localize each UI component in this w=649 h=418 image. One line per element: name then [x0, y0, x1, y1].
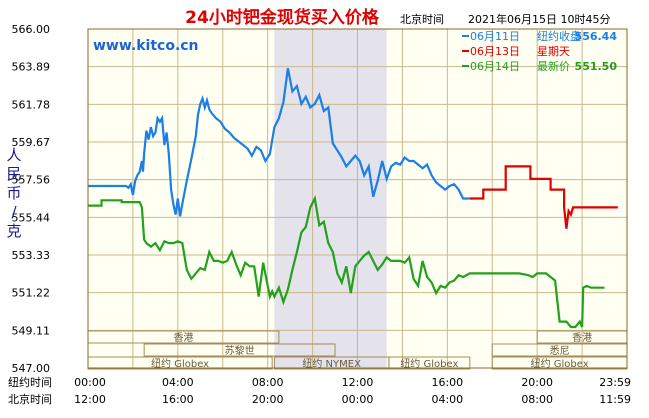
session-label: 纽约 Globex [151, 357, 209, 370]
timestamp-label: 北京时间 [400, 12, 444, 26]
y-tick-label: 553.33 [12, 249, 51, 262]
session-label: 纽约 NYMEX [302, 357, 361, 370]
plot-frame [87, 28, 628, 369]
x-tick-label: 23:59 [599, 376, 631, 389]
y-tick-label: 557.56 [12, 174, 51, 187]
shaded-band-rect [274, 29, 387, 368]
series-line [88, 195, 605, 329]
legend-name: 06月14日 [470, 60, 520, 73]
y-axis-label-char: 克 [6, 222, 21, 240]
session-label: 纽约 Globex [531, 357, 589, 370]
session-label: 纽约 Globex [400, 357, 458, 370]
x-tick-label: 20:00 [521, 376, 553, 389]
x-tick-label: 12:00 [74, 393, 106, 406]
session-label: 苏黎世 [225, 344, 255, 357]
series-lines [88, 68, 618, 329]
y-axis-ticks: 566.00 563.89 561.78 559.67 557.56 555.44 553.… [12, 23, 51, 375]
x-tick-label: 08:00 [252, 376, 284, 389]
nymex-shaded-band [274, 29, 387, 368]
x-tick-label: 00:00 [342, 393, 374, 406]
legend-name: 06月11日 [470, 30, 520, 43]
session-label: 香港 [572, 332, 592, 344]
legend-caption: 最新价 [537, 59, 570, 73]
x-axis: 纽约时间 00:00 04:00 08:00 12:00 16:00 20:00 23:59 北… [8, 375, 631, 406]
y-axis-label-char: / [11, 203, 17, 221]
x-tick-label: 20:00 [252, 393, 284, 406]
y-tick-label: 561.78 [12, 98, 51, 111]
y-tick-label: 555.44 [12, 211, 51, 224]
timestamp-value: 2021年06月15日 10时45分 [468, 12, 610, 26]
grid [88, 29, 627, 368]
x-row-label: 北京时间 [8, 392, 52, 406]
x-tick-label: 16:00 [431, 376, 463, 389]
y-tick-label: 559.67 [12, 136, 51, 149]
y-axis-label-char: 币 [6, 184, 21, 202]
y-tick-label: 563.89 [12, 61, 51, 74]
y-tick-label: 566.00 [12, 23, 51, 36]
y-tick-label: 551.22 [12, 287, 51, 300]
x-tick-label: 12:00 [342, 376, 374, 389]
session-bar [143, 343, 336, 357]
legend-value: 551.50 [575, 60, 618, 73]
legend-name: 06月13日 [470, 45, 520, 58]
chart-title: 24小时钯金现货买入价格 [185, 7, 380, 28]
session-label: 悉尼 [550, 345, 570, 357]
x-tick-label: 16:00 [162, 393, 194, 406]
legend-caption: 星期天 [537, 45, 570, 58]
y-axis-label: 人民币/克 [6, 146, 21, 240]
series-line [88, 68, 470, 217]
x-tick-label: 00:00 [74, 376, 106, 389]
y-axis-label-char: 民 [6, 165, 21, 183]
legend-caption: 纽约收盘 [537, 29, 581, 43]
series-line [469, 165, 618, 229]
session-label: 香港 [173, 332, 193, 344]
session-bar [388, 356, 471, 370]
y-axis-label-char: 人 [6, 146, 21, 164]
x-tick-label: 04:00 [431, 393, 463, 406]
x-tick-label: 04:00 [162, 376, 194, 389]
y-tick-label: 549.11 [12, 324, 51, 337]
x-tick-label: 08:00 [521, 393, 553, 406]
x-row-label: 纽约时间 [8, 375, 52, 389]
x-tick-label: 11:59 [599, 393, 631, 406]
y-tick-label: 547.00 [12, 362, 51, 375]
legend-value: 556.44 [575, 30, 618, 43]
watermark: www.kitco.cn [93, 38, 199, 54]
